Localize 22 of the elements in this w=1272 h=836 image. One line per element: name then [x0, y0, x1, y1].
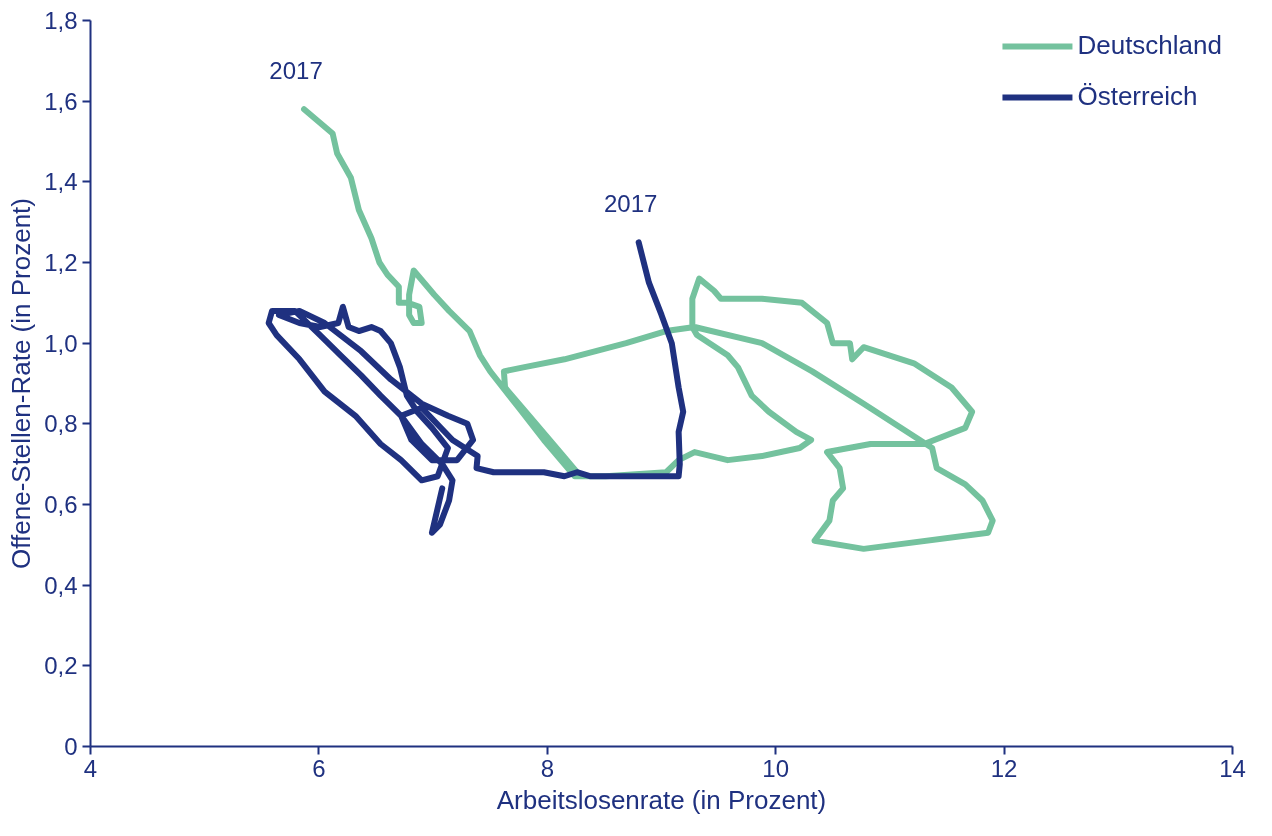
- y-tick-label: 0,4: [44, 571, 78, 599]
- y-tick-label: 0,8: [44, 410, 78, 438]
- y-tick-label: 0: [64, 733, 78, 760]
- y-tick-label: 1,0: [44, 329, 78, 357]
- x-tick-label: 6: [312, 754, 326, 782]
- legend-label: Österreich: [1077, 81, 1198, 112]
- legend-label: Deutschland: [1077, 30, 1222, 61]
- x-tick-label: 10: [762, 754, 790, 782]
- x-axis-title: Arbeitslosenrate (in Prozent): [496, 784, 827, 815]
- y-tick-label: 0,2: [44, 652, 78, 680]
- annotation: 2017: [603, 190, 658, 218]
- y-tick-label: 1,6: [44, 87, 78, 115]
- x-tick-label: 12: [990, 754, 1018, 782]
- x-tick-label: 8: [540, 754, 554, 782]
- x-tick-label: 14: [1219, 754, 1246, 782]
- y-tick-label: 0,6: [44, 491, 78, 518]
- y-tick-label: 1,4: [44, 168, 78, 196]
- y-tick-label: 1,8: [44, 7, 78, 34]
- annotation: 2017: [269, 57, 323, 85]
- x-tick-label: 4: [83, 754, 98, 782]
- y-tick-label: 1,2: [44, 249, 78, 276]
- y-axis-title: Offene-Stellen-Rate (in Prozent): [6, 198, 37, 569]
